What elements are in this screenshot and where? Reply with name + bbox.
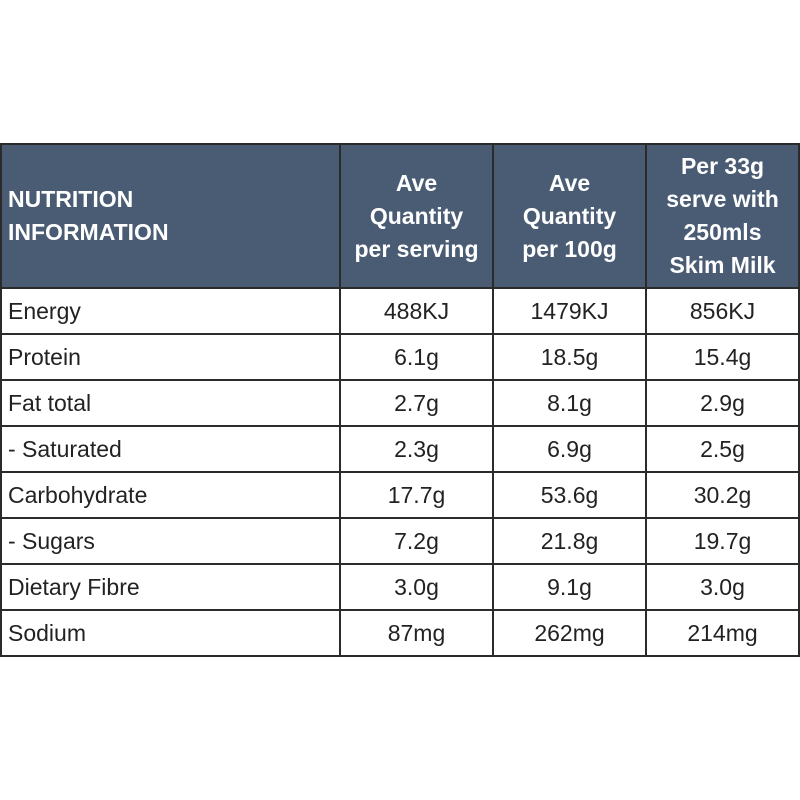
nutrition-information-table: NUTRITION INFORMATION Ave Quantity per s… [0,143,800,657]
column-header-per-serving: Ave Quantity per serving [339,143,494,289]
value-per-serving: 2.7g [339,379,494,427]
value-per-100g: 1479KJ [492,287,647,335]
value-per-serving: 7.2g [339,517,494,565]
row-label: Fat total [0,379,341,427]
value-per-33g-serve: 214mg [645,609,800,657]
value-per-33g-serve: 2.9g [645,379,800,427]
table-body: Energy 488KJ 1479KJ 856KJ Protein 6.1g 1… [0,287,800,657]
value-per-serving: 17.7g [339,471,494,519]
row-label: - Saturated [0,425,341,473]
value-per-100g: 9.1g [492,563,647,611]
value-per-100g: 6.9g [492,425,647,473]
row-label: - Sugars [0,517,341,565]
value-per-33g-serve: 2.5g [645,425,800,473]
row-label: Energy [0,287,341,335]
value-per-serving: 87mg [339,609,494,657]
row-label: Protein [0,333,341,381]
value-per-33g-serve: 15.4g [645,333,800,381]
row-label: Dietary Fibre [0,563,341,611]
value-per-serving: 6.1g [339,333,494,381]
value-per-100g: 8.1g [492,379,647,427]
value-per-33g-serve: 3.0g [645,563,800,611]
value-per-serving: 488KJ [339,287,494,335]
value-per-100g: 262mg [492,609,647,657]
table-row: Sodium 87mg 262mg 214mg [0,609,800,657]
table-row: - Saturated 2.3g 6.9g 2.5g [0,425,800,473]
table-row: Energy 488KJ 1479KJ 856KJ [0,287,800,335]
value-per-33g-serve: 30.2g [645,471,800,519]
column-header-per-33g-serve: Per 33g serve with 250mls Skim Milk [645,143,800,289]
value-per-100g: 53.6g [492,471,647,519]
value-per-serving: 3.0g [339,563,494,611]
table-row: Dietary Fibre 3.0g 9.1g 3.0g [0,563,800,611]
column-header-per-100g: Ave Quantity per 100g [492,143,647,289]
value-per-33g-serve: 19.7g [645,517,800,565]
value-per-100g: 18.5g [492,333,647,381]
table-row: - Sugars 7.2g 21.8g 19.7g [0,517,800,565]
table-row: Fat total 2.7g 8.1g 2.9g [0,379,800,427]
table-header: NUTRITION INFORMATION Ave Quantity per s… [0,143,800,289]
value-per-100g: 21.8g [492,517,647,565]
table-row: Protein 6.1g 18.5g 15.4g [0,333,800,381]
header-row: NUTRITION INFORMATION Ave Quantity per s… [0,143,800,289]
table-title-cell: NUTRITION INFORMATION [0,143,341,289]
row-label: Carbohydrate [0,471,341,519]
value-per-serving: 2.3g [339,425,494,473]
table-row: Carbohydrate 17.7g 53.6g 30.2g [0,471,800,519]
value-per-33g-serve: 856KJ [645,287,800,335]
row-label: Sodium [0,609,341,657]
